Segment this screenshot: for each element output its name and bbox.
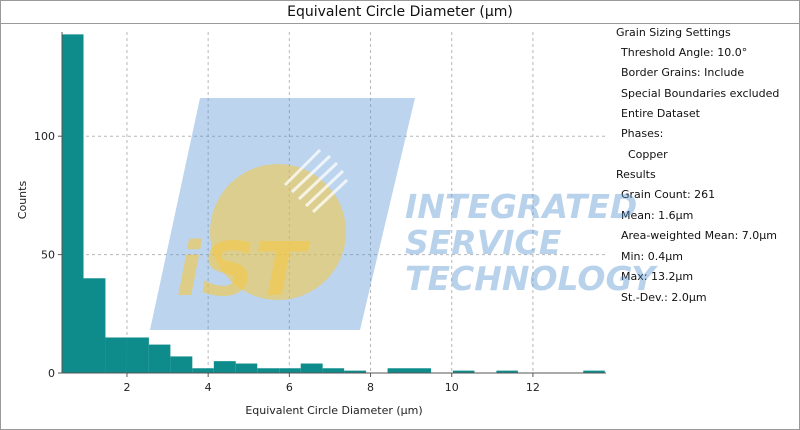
histogram-bar	[235, 363, 258, 373]
histogram-bar	[170, 356, 193, 373]
histogram-bars	[62, 34, 605, 374]
histogram-bar	[257, 368, 280, 373]
x-tick-label: 10	[445, 381, 459, 394]
histogram-bar	[126, 337, 149, 373]
x-tick-label: 12	[526, 381, 540, 394]
border-grains-text: Border Grains: Include	[621, 66, 745, 79]
histogram-bar	[192, 368, 214, 373]
histogram-bar	[344, 370, 367, 373]
y-tick-label: 100	[34, 130, 55, 143]
settings-header: Grain Sizing Settings	[616, 26, 731, 39]
histogram-bar	[387, 368, 410, 373]
histogram-bar	[496, 370, 518, 373]
x-axis-label: Equivalent Circle Diameter (μm)	[245, 404, 422, 417]
histogram-bar	[452, 370, 475, 373]
max-text: Max: 13.2μm	[621, 270, 694, 283]
x-tick-label: 4	[205, 381, 212, 394]
histogram-bar	[83, 278, 106, 373]
histogram-bar	[409, 368, 432, 373]
y-tick-label: 0	[48, 367, 55, 380]
histogram-bar	[148, 344, 171, 373]
histogram-bar	[322, 368, 345, 373]
threshold-angle-text: Threshold Angle: 10.0°	[621, 46, 748, 59]
histogram-bar	[105, 337, 127, 373]
x-tick-label: 8	[367, 381, 374, 394]
area-weighted-mean-text: Area-weighted Mean: 7.0μm	[621, 229, 777, 242]
x-tick-label: 6	[286, 381, 293, 394]
histogram-bar	[213, 361, 236, 373]
results-header: Results	[616, 168, 656, 181]
grain-count-text: Grain Count: 261	[621, 188, 716, 201]
y-axis-label: Counts	[16, 181, 29, 220]
histogram-bar	[300, 363, 323, 373]
stdev-text: St.-Dev.: 2.0μm	[621, 291, 707, 304]
mean-text: Mean: 1.6μm	[621, 209, 694, 222]
special-boundaries-text: Special Boundaries excluded	[621, 87, 780, 100]
histogram-bar	[279, 368, 301, 373]
phases-label: Phases:	[621, 127, 664, 140]
axes: 2 4 6 8 10 12 0 50 100	[34, 32, 606, 394]
y-tick-label: 50	[41, 249, 55, 262]
dataset-text: Entire Dataset	[621, 107, 700, 120]
min-text: Min: 0.4μm	[621, 250, 683, 263]
phase-name: Copper	[628, 148, 668, 161]
histogram-bar	[583, 370, 605, 373]
histogram-bar	[62, 34, 84, 374]
histogram-chart: 2 4 6 8 10 12 0 50 100 Counts Equivalent Circle …	[16, 32, 606, 417]
x-tick-label: 2	[123, 381, 130, 394]
window-title: Equivalent Circle Diameter (μm)	[1, 1, 799, 24]
grain-sizing-panel: Grain Sizing Settings Threshold Angle: 1…	[612, 23, 798, 323]
grid-lines	[62, 32, 606, 373]
